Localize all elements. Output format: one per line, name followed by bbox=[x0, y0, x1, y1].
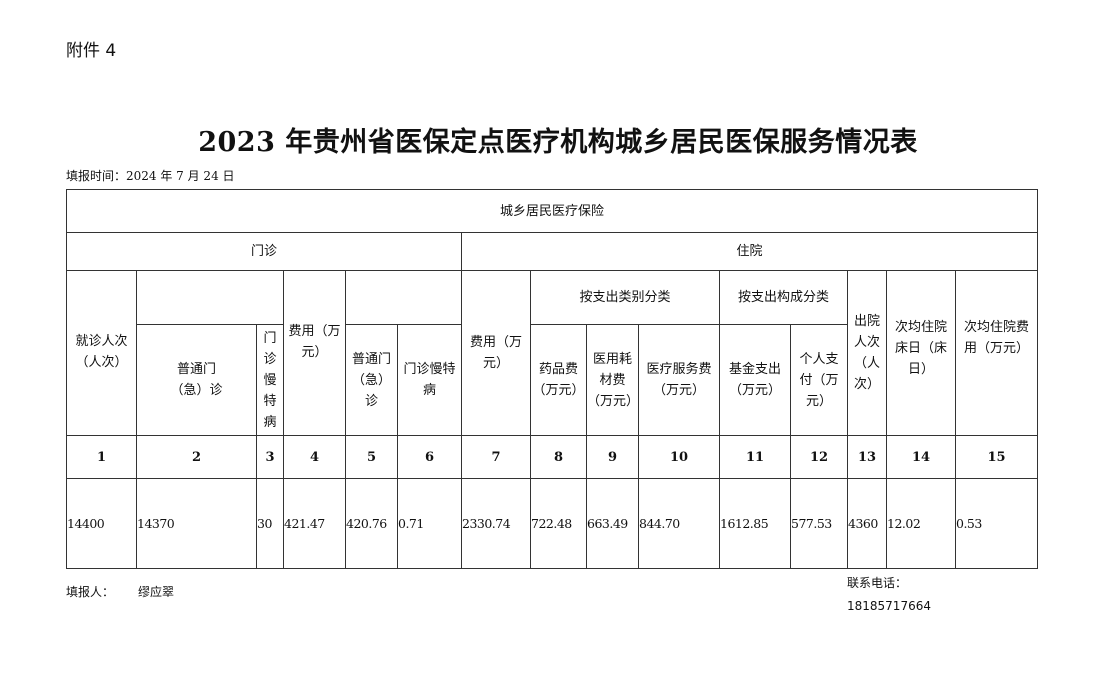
data-cell: 722.48 bbox=[530, 478, 587, 569]
column-number: 5 bbox=[345, 435, 398, 479]
col-header-6: 门诊慢特病 bbox=[397, 324, 462, 436]
data-cell: 14400 bbox=[66, 478, 137, 569]
header-inpatient: 住院 bbox=[460, 232, 1039, 271]
column-number: 2 bbox=[136, 435, 257, 479]
contact-label: 联系电话： bbox=[847, 576, 908, 590]
column-number: 13 bbox=[847, 435, 887, 479]
data-cell: 2330.74 bbox=[461, 478, 531, 569]
contact-info: 联系电话： 18185717664 bbox=[847, 572, 931, 618]
header-by-category: 按支出类别分类 bbox=[530, 270, 720, 325]
fill-date: 填报时间：2024 年 7 月 24 日 bbox=[66, 169, 235, 183]
column-number: 1 bbox=[66, 435, 137, 479]
data-cell: 14370 bbox=[136, 478, 257, 569]
col-header-2: 普通门（急）诊 bbox=[136, 324, 257, 436]
data-cell: 577.53 bbox=[790, 478, 848, 569]
data-cell: 663.49 bbox=[586, 478, 639, 569]
col-header-5: 普通门（急）诊 bbox=[345, 324, 398, 436]
col-header-7: 费用（万元） bbox=[461, 270, 531, 436]
column-number: 6 bbox=[397, 435, 462, 479]
col-header-4: 费用（万元） bbox=[283, 270, 346, 436]
column-number: 10 bbox=[638, 435, 720, 479]
column-number: 9 bbox=[586, 435, 639, 479]
header-by-composition: 按支出构成分类 bbox=[719, 270, 848, 325]
col-header-12: 个人支付（万元） bbox=[790, 324, 848, 436]
header-outpatient: 门诊 bbox=[66, 232, 462, 271]
column-number-row: 1 2 3 4 5 6 7 8 9 10 11 12 13 14 15 bbox=[66, 435, 1039, 479]
data-cell: 12.02 bbox=[886, 478, 956, 569]
col-header-9: 医用耗材费（万元） bbox=[586, 324, 639, 436]
col-header-15: 次均住院费用（万元） bbox=[954, 270, 1039, 436]
service-table: 城乡居民医疗保险 门诊 住院 就诊人次（人次） 费用（万元） 费用（万元） 按支… bbox=[65, 189, 1039, 569]
col-header-3: 门诊慢特病 bbox=[256, 324, 284, 436]
col-header-10: 医疗服务费（万元） bbox=[638, 324, 720, 436]
col-header-11: 基金支出（万元） bbox=[719, 324, 791, 436]
data-cell: 1612.85 bbox=[719, 478, 791, 569]
col-header-13: 出院人次（人次） bbox=[847, 270, 887, 436]
header-urban-rural-insurance: 城乡居民医疗保险 bbox=[65, 189, 1039, 233]
data-cell: 844.70 bbox=[638, 478, 720, 569]
col-header-8: 药品费（万元） bbox=[530, 324, 587, 436]
column-number: 12 bbox=[790, 435, 848, 479]
page-title: 2023 年贵州省医保定点医疗机构城乡居民医保服务情况表 bbox=[198, 127, 918, 158]
data-cell: 4360 bbox=[847, 478, 887, 569]
data-cell: 0.71 bbox=[397, 478, 462, 569]
data-cell: 30 bbox=[256, 478, 284, 569]
data-row: 14400 14370 30 421.47 420.76 0.71 2330.74 722.4… bbox=[66, 478, 1039, 569]
column-number: 4 bbox=[283, 435, 346, 479]
filler-label: 填报人： bbox=[66, 585, 115, 599]
column-number: 11 bbox=[719, 435, 791, 479]
filler-info: 填报人： 缪应翠 bbox=[66, 583, 198, 600]
data-cell: 421.47 bbox=[283, 478, 346, 569]
column-number: 3 bbox=[256, 435, 284, 479]
column-number: 7 bbox=[461, 435, 531, 479]
column-number: 8 bbox=[530, 435, 587, 479]
column-number: 14 bbox=[886, 435, 956, 479]
attachment-label: 附件 4 bbox=[66, 41, 117, 61]
blank-cell bbox=[345, 270, 462, 325]
col-header-1: 就诊人次（人次） bbox=[66, 270, 137, 436]
filler-name: 缪应翠 bbox=[138, 585, 175, 599]
blank-cell bbox=[136, 270, 284, 325]
col-header-14: 次均住院床日（床日） bbox=[886, 270, 956, 436]
data-cell: 420.76 bbox=[345, 478, 398, 569]
data-cell: 0.53 bbox=[954, 478, 1039, 569]
column-number: 15 bbox=[954, 435, 1039, 479]
contact-phone: 18185717664 bbox=[847, 599, 931, 613]
